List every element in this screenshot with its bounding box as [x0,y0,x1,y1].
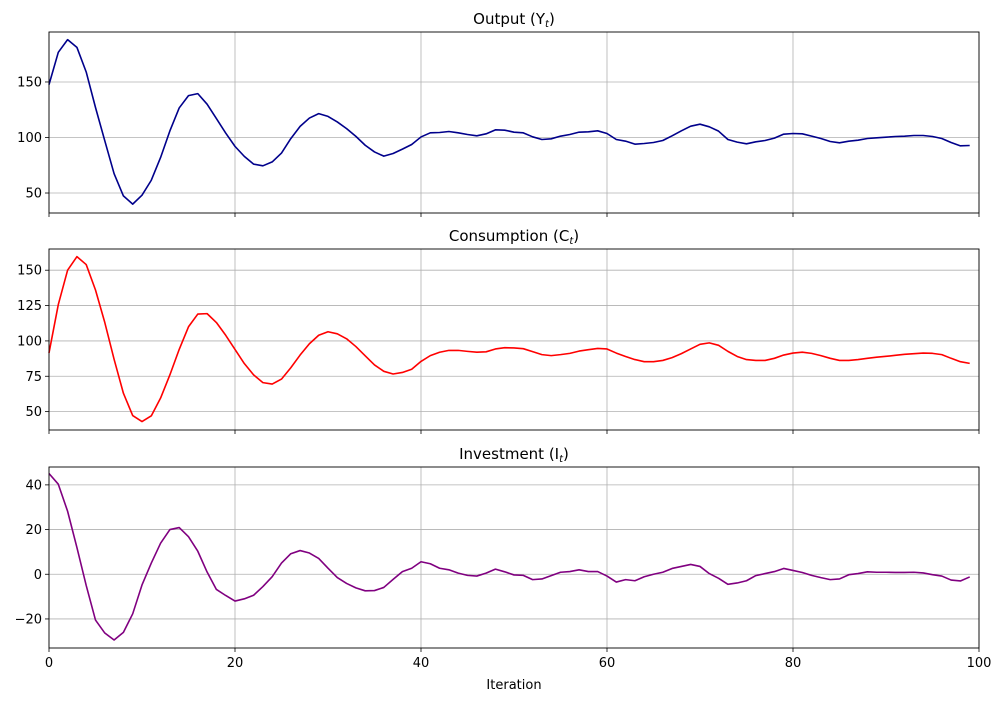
y-tick-label: 40 [25,478,42,493]
y-tick-label: 0 [34,568,42,583]
y-tick-label: 150 [17,264,42,279]
axes-frame [48,466,980,649]
consumption-panel: 50 75 100 125 150 Consumption (Ct) [17,227,980,434]
x-tick-label: 60 [599,656,616,671]
y-tick-label: 50 [25,405,42,420]
y-tick-label: 75 [25,370,42,385]
investment-line [48,472,971,641]
y-tick-label: −20 [15,612,42,627]
x-tick-label: 100 [967,656,992,671]
axes-frame [48,248,980,431]
output-title: Output (Yt) [473,10,555,30]
x-tick-label: 40 [413,656,430,671]
investment-panel: −20 0 20 40 0 20 40 60 80 100 Investment (It) [15,445,992,671]
y-tick-label: 50 [25,187,42,202]
consumption-title: Consumption (Ct) [449,227,579,247]
consumption-line [48,255,970,423]
y-tick-label: 20 [25,523,42,538]
output-panel: 50 100 150 Output (Yt) [17,10,980,217]
x-tick-label: 80 [785,656,802,671]
y-tick-label: 100 [17,334,42,349]
x-axis-label: Iteration [486,678,541,693]
y-tick-label: 100 [17,131,42,146]
y-tick-label: 150 [17,75,42,90]
axes-frame [48,31,980,214]
investment-title: Investment (It) [459,445,569,465]
x-tick-label: 20 [227,656,244,671]
x-tick-label: 0 [45,656,53,671]
output-line [48,38,970,205]
y-tick-label: 125 [17,299,42,314]
